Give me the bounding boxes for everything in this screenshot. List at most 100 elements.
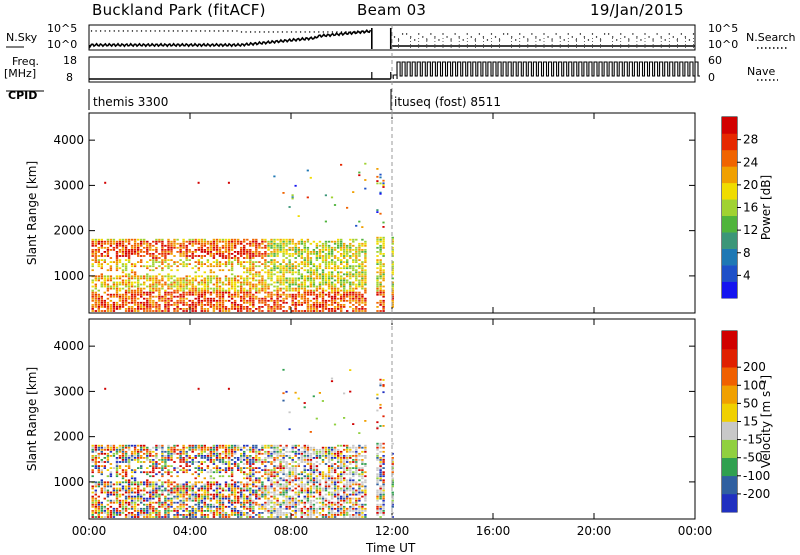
velocity-cell [361, 473, 363, 475]
velocity-cell [231, 490, 233, 492]
power-cell [379, 251, 381, 253]
power-cell [355, 294, 357, 296]
velocity-cell [152, 494, 154, 496]
velocity-cell [261, 453, 263, 455]
power-cell [110, 286, 112, 288]
velocity-cell [189, 461, 191, 463]
velocity-cell [310, 473, 312, 475]
velocity-cell [307, 496, 309, 498]
velocity-cell [258, 490, 260, 492]
power-cell [346, 207, 348, 209]
velocity-cell [264, 496, 266, 498]
power-cell [198, 243, 200, 245]
power-cell [337, 257, 339, 259]
power-cell [137, 247, 139, 249]
velocity-cell [249, 496, 251, 498]
power-cell [270, 269, 272, 271]
velocity-cell [201, 449, 203, 451]
velocity-cell [134, 500, 136, 502]
power-cell [246, 253, 248, 255]
velocity-cell [216, 465, 218, 467]
power-cell [258, 245, 260, 247]
velocity-cell [237, 496, 239, 498]
power-cell [249, 288, 251, 290]
velocity-cell [264, 469, 266, 471]
power-cell [379, 183, 381, 185]
power-cell [216, 294, 218, 296]
velocity-cell [252, 479, 254, 481]
power-cell [170, 245, 172, 247]
velocity-cell [252, 504, 254, 506]
power-cell [295, 247, 297, 249]
velocity-cell [358, 479, 360, 481]
velocity-cell [186, 481, 188, 483]
power-cell [143, 302, 145, 304]
power-cell [376, 288, 378, 290]
power-cell [282, 243, 284, 245]
power-cell [155, 290, 157, 292]
velocity-cell [376, 490, 378, 492]
velocity-cell [119, 494, 121, 496]
velocity-cell [249, 498, 251, 500]
velocity-cell [104, 506, 106, 508]
velocity-cell [379, 475, 381, 477]
power-cell [267, 294, 269, 296]
power-cell [125, 259, 127, 261]
power-cell [128, 288, 130, 290]
power-cell [240, 263, 242, 265]
colorbar-swatch [722, 385, 737, 403]
power-cell [161, 261, 163, 263]
velocity-cell [355, 457, 357, 459]
power-cell [392, 300, 394, 302]
power-cell [282, 280, 284, 282]
velocity-cell [252, 486, 254, 488]
power-cell [382, 292, 384, 294]
velocity-cell [316, 453, 318, 455]
velocity-cell [234, 502, 236, 504]
power-cell [219, 308, 221, 310]
power-cell [192, 300, 194, 302]
velocity-cell [219, 445, 221, 447]
power-cell [234, 245, 236, 247]
velocity-cell [170, 504, 172, 506]
velocity-cell [149, 508, 151, 510]
velocity-cell [343, 465, 345, 467]
power-cell [179, 255, 181, 257]
power-cell [107, 263, 109, 265]
power-cell [246, 284, 248, 286]
velocity-cell [107, 475, 109, 477]
velocity-cell [179, 449, 181, 451]
power-cell [234, 278, 236, 280]
power-cell [152, 302, 154, 304]
velocity-cell [264, 459, 266, 461]
velocity-cell [189, 506, 191, 508]
velocity-cell [137, 498, 139, 500]
velocity-cell [255, 461, 257, 463]
power-cell [273, 176, 275, 178]
power-cell [137, 278, 139, 280]
power-cell [179, 249, 181, 251]
velocity-cell [292, 479, 294, 481]
power-cell [325, 253, 327, 255]
power-cell [176, 304, 178, 306]
velocity-cell [382, 498, 384, 500]
velocity-cell [186, 463, 188, 465]
velocity-cell [119, 445, 121, 447]
velocity-cell [240, 498, 242, 500]
velocity-cell [292, 467, 294, 469]
velocity-cell [195, 457, 197, 459]
velocity-cell [352, 481, 354, 483]
colorbar-swatch [722, 331, 737, 349]
power-cell [210, 243, 212, 245]
velocity-cell [195, 481, 197, 483]
power-cell [292, 294, 294, 296]
power-cell [376, 237, 378, 239]
power-cell [198, 284, 200, 286]
velocity-cell [164, 506, 166, 508]
velocity-cell [334, 490, 336, 492]
power-cell [122, 265, 124, 267]
power-cell [289, 296, 291, 298]
velocity-cell [273, 451, 275, 453]
velocity-cell [304, 514, 306, 516]
power-cell [379, 278, 381, 280]
